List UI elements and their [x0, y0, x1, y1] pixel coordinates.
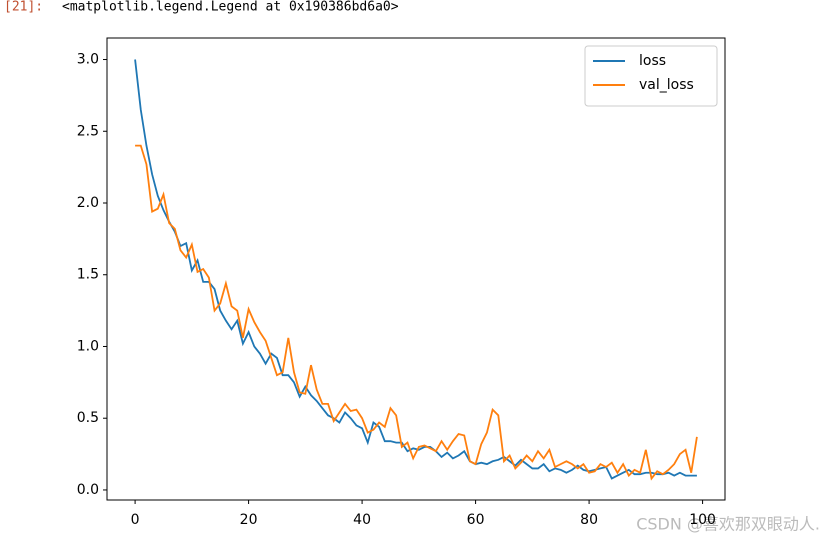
- legend-label: val_loss: [639, 77, 694, 93]
- y-tick-label: 3.0: [77, 52, 99, 68]
- legend-label: loss: [639, 53, 666, 69]
- y-tick-label: 0.0: [77, 482, 99, 498]
- y-tick-label: 1.0: [77, 338, 99, 354]
- y-tick-label: 1.5: [77, 267, 99, 283]
- x-tick-label: 60: [467, 512, 485, 528]
- line-series: [134, 59, 697, 480]
- watermark: CSDN @喜欢那双眼动人.: [636, 515, 820, 534]
- line-series: [135, 144, 698, 481]
- y-tick-label: 2.0: [77, 195, 99, 211]
- y-tick-label: 0.5: [77, 410, 99, 426]
- x-tick-label: 20: [240, 512, 258, 528]
- x-tick-label: 80: [580, 512, 598, 528]
- y-tick-label: 2.5: [77, 123, 99, 139]
- x-tick-label: 100: [689, 512, 716, 528]
- plot-frame: [106, 37, 726, 501]
- cell-prompt: [21]:: [4, 0, 43, 15]
- x-tick-label: 0: [131, 512, 140, 528]
- x-tick-label: 40: [353, 512, 371, 528]
- cell-output: <matplotlib.legend.Legend at 0x190386bd6…: [62, 0, 399, 15]
